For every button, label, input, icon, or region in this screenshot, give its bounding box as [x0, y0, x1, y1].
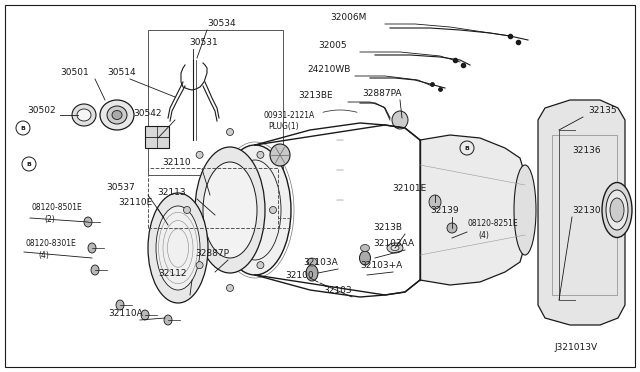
Ellipse shape [148, 193, 208, 303]
Text: 32135: 32135 [588, 106, 616, 115]
Ellipse shape [164, 315, 172, 325]
Text: 08120-8251E: 08120-8251E [468, 219, 518, 228]
Ellipse shape [391, 246, 399, 250]
Text: 32103: 32103 [323, 286, 351, 295]
Text: 32887P: 32887P [195, 249, 229, 258]
Text: (2): (2) [44, 215, 55, 224]
Text: 32139: 32139 [430, 206, 459, 215]
Text: J321013V: J321013V [555, 343, 598, 352]
Text: 30501: 30501 [60, 68, 89, 77]
Ellipse shape [112, 110, 122, 119]
Text: B: B [27, 161, 31, 167]
Ellipse shape [77, 109, 91, 121]
Polygon shape [538, 100, 625, 325]
Bar [145, 126, 169, 148]
Text: 30537: 30537 [106, 183, 135, 192]
Text: 32103A: 32103A [303, 258, 338, 267]
Text: B: B [20, 125, 26, 131]
Text: 30542: 30542 [133, 109, 161, 118]
Polygon shape [420, 135, 525, 285]
Ellipse shape [270, 144, 290, 166]
Text: 24210WB: 24210WB [307, 65, 350, 74]
Ellipse shape [227, 285, 234, 292]
Ellipse shape [203, 162, 257, 258]
Text: (4): (4) [38, 251, 49, 260]
Text: 08120-8501E: 08120-8501E [32, 203, 83, 212]
Ellipse shape [141, 310, 149, 320]
Bar [148, 30, 283, 175]
Text: 08120-8301E: 08120-8301E [25, 239, 76, 248]
Ellipse shape [219, 145, 291, 275]
Text: 32006M: 32006M [330, 13, 366, 22]
Text: 32130: 32130 [572, 206, 600, 215]
Ellipse shape [196, 262, 203, 269]
Ellipse shape [360, 251, 371, 265]
Ellipse shape [602, 183, 632, 237]
Ellipse shape [307, 258, 317, 266]
Text: 3213BE: 3213BE [298, 91, 333, 100]
Bar [148, 168, 278, 228]
Text: 32101E: 32101E [392, 184, 426, 193]
Text: (4): (4) [478, 231, 489, 240]
Text: 32103AA: 32103AA [373, 239, 414, 248]
Text: 32112: 32112 [158, 269, 186, 278]
Ellipse shape [195, 147, 265, 273]
Text: 32005: 32005 [318, 41, 347, 50]
Ellipse shape [606, 190, 628, 230]
Text: 32100: 32100 [285, 271, 314, 280]
Ellipse shape [84, 217, 92, 227]
Ellipse shape [72, 104, 96, 126]
Text: B: B [465, 145, 469, 151]
Text: 32136: 32136 [572, 146, 600, 155]
Text: 00931-2121A: 00931-2121A [263, 111, 314, 120]
Ellipse shape [306, 265, 318, 281]
Bar [552, 135, 617, 295]
Text: 30534: 30534 [207, 19, 236, 28]
Ellipse shape [257, 262, 264, 269]
Text: 3213B: 3213B [373, 223, 402, 232]
Ellipse shape [116, 300, 124, 310]
Text: PLUG(1): PLUG(1) [268, 122, 299, 131]
Ellipse shape [360, 244, 369, 251]
Text: 30531: 30531 [189, 38, 218, 47]
Text: 32110: 32110 [162, 158, 191, 167]
Ellipse shape [227, 128, 234, 135]
Text: 30514: 30514 [107, 68, 136, 77]
Ellipse shape [100, 100, 134, 130]
Ellipse shape [610, 198, 624, 222]
Ellipse shape [156, 206, 200, 290]
Ellipse shape [269, 206, 276, 214]
Ellipse shape [196, 151, 203, 158]
Ellipse shape [447, 223, 457, 233]
Text: 32103+A: 32103+A [360, 261, 403, 270]
Ellipse shape [387, 243, 403, 253]
Ellipse shape [429, 195, 441, 209]
Ellipse shape [107, 106, 127, 124]
Ellipse shape [88, 243, 96, 253]
Text: 32110E: 32110E [118, 198, 152, 207]
Ellipse shape [91, 265, 99, 275]
Ellipse shape [257, 151, 264, 158]
Text: 32110A: 32110A [108, 309, 143, 318]
Text: 32113: 32113 [157, 188, 186, 197]
Text: 32887PA: 32887PA [362, 89, 401, 98]
Ellipse shape [392, 111, 408, 129]
Ellipse shape [514, 165, 536, 255]
Text: 30502: 30502 [27, 106, 56, 115]
Ellipse shape [184, 206, 191, 214]
